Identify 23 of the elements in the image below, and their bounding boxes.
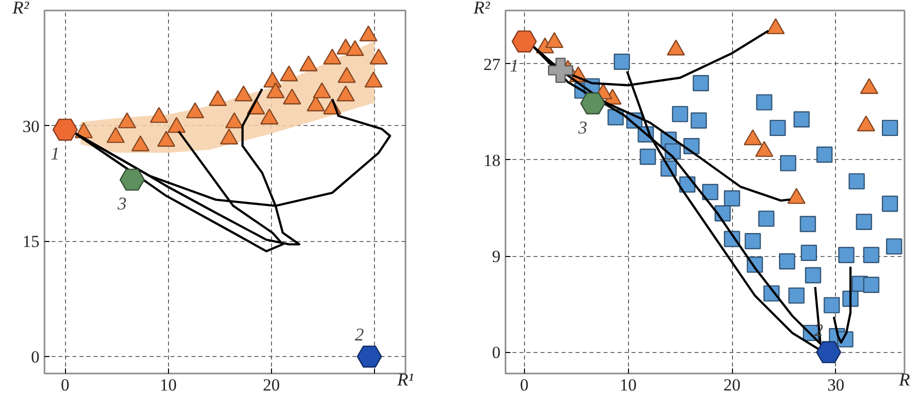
x-axis-title: R xyxy=(898,370,910,390)
annotation: 3 xyxy=(577,117,588,138)
annotation: 1 xyxy=(50,144,60,164)
x-tick-label: 20 xyxy=(262,376,280,394)
y-tick-label: 30 xyxy=(22,116,40,136)
x-axis-title: R¹ xyxy=(396,370,414,390)
x-tick-label: 30 xyxy=(827,376,844,394)
x-tick-label: 20 xyxy=(724,376,741,394)
annotation: 2 xyxy=(354,324,364,345)
annotation: 2 xyxy=(814,320,824,340)
annotation: 3 xyxy=(116,194,127,214)
y-tick-label: 27 xyxy=(484,54,501,74)
y-tick-label: 9 xyxy=(492,247,500,266)
y-tick-label: 15 xyxy=(22,232,40,252)
x-tick-label: 0 xyxy=(60,376,70,394)
y-axis-title: R² xyxy=(12,0,30,18)
y-axis-title: R² xyxy=(472,0,490,18)
x-tick-label: 10 xyxy=(160,376,177,394)
y-tick-label: 18 xyxy=(484,150,500,170)
y-tick-label: 0 xyxy=(492,343,500,362)
x-tick-label: 0 xyxy=(520,376,528,394)
y-tick-label: 0 xyxy=(31,348,40,367)
x-tick-label: 10 xyxy=(620,376,637,394)
